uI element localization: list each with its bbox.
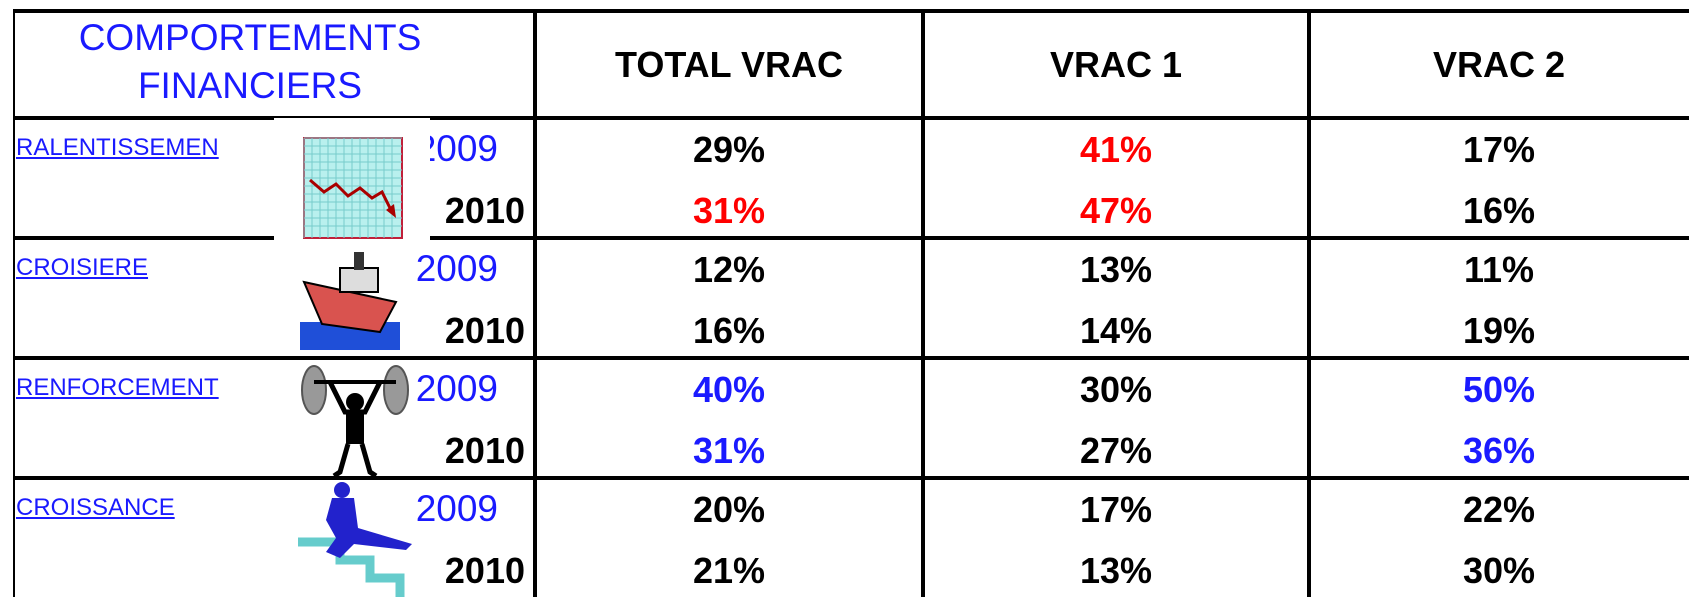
border xyxy=(13,9,1689,13)
value-cell: 29% xyxy=(535,129,923,171)
year: 2010 xyxy=(400,430,525,472)
value-cell: 30% xyxy=(1309,550,1689,592)
value-cell: 17% xyxy=(1309,129,1689,171)
value-cell: 31% xyxy=(535,190,923,232)
header-title: COMPORTEMENTS FINANCIERS xyxy=(40,14,460,110)
column-header: VRAC 2 xyxy=(1309,11,1689,118)
value-cell: 12% xyxy=(535,249,923,291)
border xyxy=(13,116,1689,120)
group-link[interactable]: RENFORCEMENT xyxy=(16,374,219,402)
runner-icon xyxy=(296,480,436,597)
value-cell: 17% xyxy=(923,489,1309,531)
year: 2010 xyxy=(400,310,525,352)
ship-icon xyxy=(300,244,400,350)
border xyxy=(13,236,1689,240)
chart-icon xyxy=(274,118,430,243)
border xyxy=(13,356,1689,360)
group-link[interactable]: CROISIERE xyxy=(16,254,148,282)
value-cell: 27% xyxy=(923,430,1309,472)
value-cell: 47% xyxy=(923,190,1309,232)
value-cell: 41% xyxy=(923,129,1309,171)
value-cell: 16% xyxy=(535,310,923,352)
value-cell: 30% xyxy=(923,369,1309,411)
column-header: TOTAL VRAC xyxy=(535,11,923,118)
value-cell: 31% xyxy=(535,430,923,472)
value-cell: 13% xyxy=(923,550,1309,592)
value-cell: 11% xyxy=(1309,249,1689,291)
column-header: VRAC 1 xyxy=(923,11,1309,118)
value-cell: 19% xyxy=(1309,310,1689,352)
value-cell: 14% xyxy=(923,310,1309,352)
value-cell: 40% xyxy=(535,369,923,411)
border xyxy=(13,476,1689,480)
table-page: COMPORTEMENTS FINANCIERS TOTAL VRACVRAC … xyxy=(0,0,1689,597)
value-cell: 50% xyxy=(1309,369,1689,411)
value-cell: 13% xyxy=(923,249,1309,291)
value-cell: 16% xyxy=(1309,190,1689,232)
lifter-icon xyxy=(300,362,412,480)
value-cell: 20% xyxy=(535,489,923,531)
group-link[interactable]: CROISSANCE xyxy=(16,494,175,522)
value-cell: 22% xyxy=(1309,489,1689,531)
border xyxy=(13,11,15,597)
value-cell: 21% xyxy=(535,550,923,592)
group-link[interactable]: RALENTISSEMEN xyxy=(16,134,219,162)
value-cell: 36% xyxy=(1309,430,1689,472)
